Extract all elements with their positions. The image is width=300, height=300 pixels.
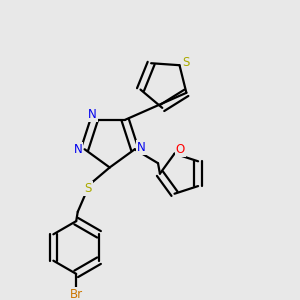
Text: O: O <box>176 143 185 156</box>
Text: S: S <box>84 182 92 195</box>
Text: Br: Br <box>70 287 83 300</box>
Text: N: N <box>137 141 146 154</box>
Text: N: N <box>88 108 97 121</box>
Text: N: N <box>74 143 82 156</box>
Text: S: S <box>183 56 190 69</box>
